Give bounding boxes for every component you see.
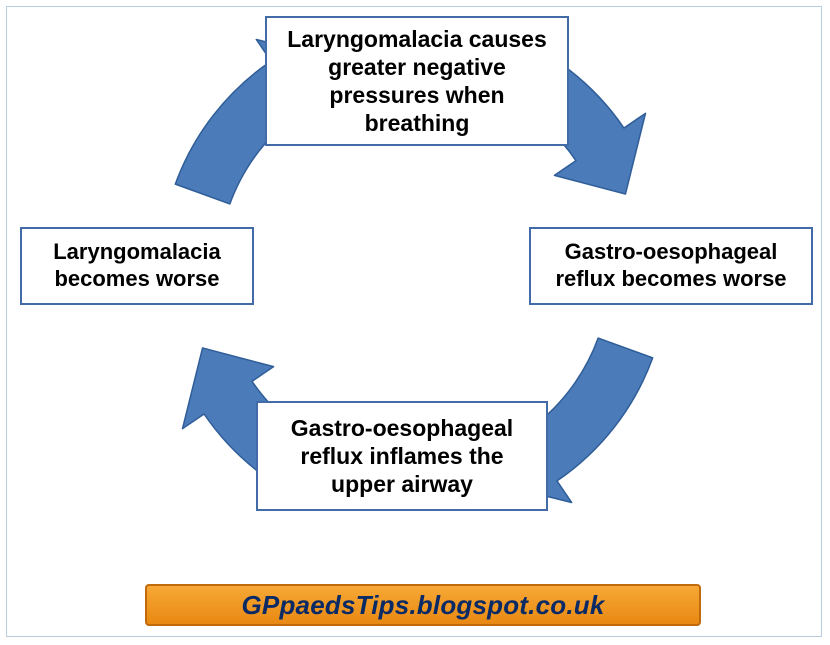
cycle-node-bottom: Gastro-oesophageal reflux inflames the u… (256, 401, 548, 511)
cycle-node-right: Gastro-oesophageal reflux becomes worse (529, 227, 813, 305)
diagram-root: Laryngomalacia causes greater negative p… (0, 0, 830, 645)
cycle-node-top: Laryngomalacia causes greater negative p… (265, 16, 569, 146)
footer-banner: GPpaedsTips.blogspot.co.uk (145, 584, 701, 626)
cycle-node-left: Laryngomalacia becomes worse (20, 227, 254, 305)
cycle-node-bottom-text: Gastro-oesophageal reflux inflames the u… (268, 414, 536, 498)
cycle-node-left-text: Laryngomalacia becomes worse (32, 239, 242, 293)
cycle-node-top-text: Laryngomalacia causes greater negative p… (277, 25, 557, 137)
footer-text: GPpaedsTips.blogspot.co.uk (242, 590, 605, 621)
cycle-node-right-text: Gastro-oesophageal reflux becomes worse (541, 239, 801, 293)
